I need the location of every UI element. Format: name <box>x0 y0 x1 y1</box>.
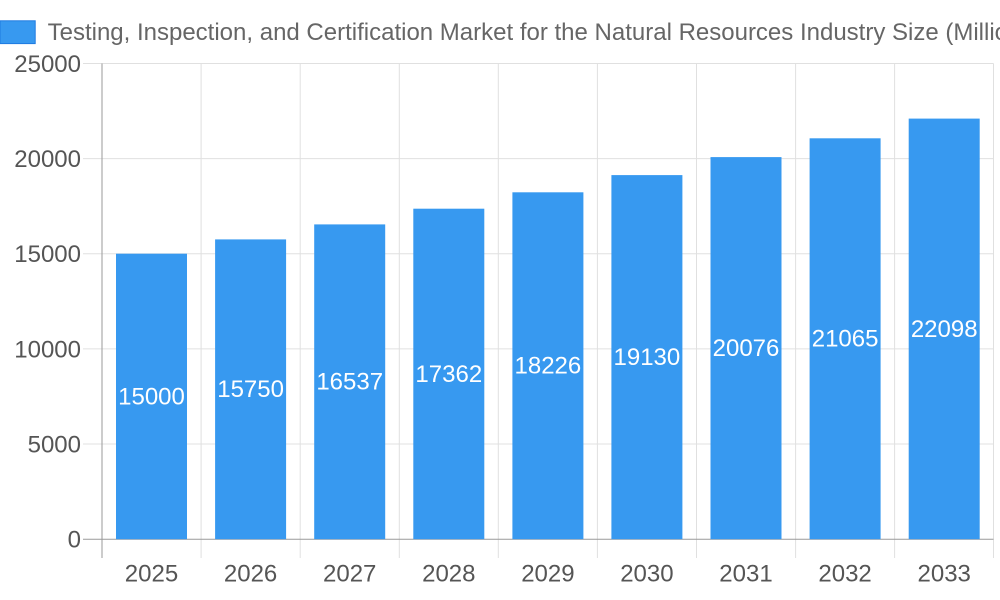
svg-text:2031: 2031 <box>719 561 772 588</box>
svg-text:2026: 2026 <box>224 561 277 588</box>
svg-text:21065: 21065 <box>812 326 879 353</box>
svg-text:2028: 2028 <box>422 561 475 588</box>
svg-text:20076: 20076 <box>713 335 780 362</box>
svg-text:0: 0 <box>68 527 81 554</box>
svg-text:2032: 2032 <box>818 561 871 588</box>
svg-text:15750: 15750 <box>217 376 284 403</box>
svg-text:2029: 2029 <box>521 561 574 588</box>
svg-text:2030: 2030 <box>620 561 673 588</box>
svg-text:15000: 15000 <box>14 241 81 268</box>
svg-text:Testing, Inspection, and Certi: Testing, Inspection, and Certification M… <box>48 19 1000 46</box>
svg-text:19130: 19130 <box>614 344 681 371</box>
svg-text:22098: 22098 <box>911 316 978 343</box>
svg-text:2027: 2027 <box>323 561 376 588</box>
svg-text:20000: 20000 <box>14 146 81 173</box>
svg-text:18226: 18226 <box>515 353 582 380</box>
svg-text:5000: 5000 <box>28 431 81 458</box>
svg-text:16537: 16537 <box>316 369 383 396</box>
svg-text:2033: 2033 <box>918 561 971 588</box>
svg-text:2025: 2025 <box>125 561 178 588</box>
svg-text:25000: 25000 <box>14 51 81 78</box>
svg-text:10000: 10000 <box>14 336 81 363</box>
svg-text:17362: 17362 <box>415 361 482 388</box>
svg-text:15000: 15000 <box>118 383 185 410</box>
